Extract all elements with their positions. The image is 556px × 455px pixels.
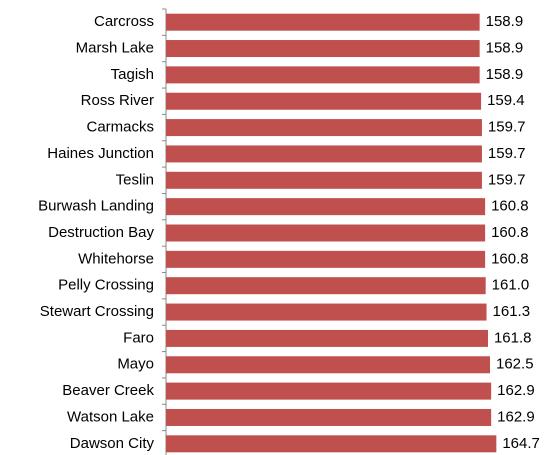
- category-label: Marsh Lake: [76, 39, 154, 56]
- category-label: Ross River: [81, 92, 154, 109]
- bar: [166, 356, 490, 374]
- category-label: Whitehorse: [78, 250, 154, 267]
- value-label: 164.7: [502, 435, 540, 452]
- bar: [166, 40, 480, 58]
- bar: [166, 303, 487, 321]
- value-label: 159.7: [488, 145, 526, 162]
- bar: [166, 171, 482, 189]
- bar: [166, 92, 482, 110]
- value-label: 162.9: [497, 408, 535, 425]
- category-label: Destruction Bay: [48, 224, 154, 241]
- bar: [166, 66, 480, 84]
- category-label: Haines Junction: [47, 145, 154, 162]
- value-label: 162.9: [497, 382, 535, 399]
- bar: [166, 435, 497, 453]
- value-label: 160.8: [491, 224, 529, 241]
- bar: [166, 13, 480, 31]
- value-label: 158.9: [486, 66, 524, 83]
- category-label: Faro: [123, 329, 154, 346]
- category-label: Pelly Crossing: [58, 277, 154, 294]
- bar: [166, 408, 492, 426]
- category-label: Beaver Creek: [62, 382, 154, 399]
- value-label: 161.8: [494, 329, 532, 346]
- bar: [166, 224, 486, 242]
- bar: [166, 198, 486, 216]
- value-label: 159.7: [488, 119, 526, 136]
- bar: [166, 277, 486, 295]
- category-label: Carmacks: [86, 119, 154, 136]
- value-label: 161.3: [493, 303, 531, 320]
- bar: [166, 382, 492, 400]
- bar: [166, 329, 488, 347]
- bar: [166, 250, 486, 268]
- value-label: 162.5: [496, 356, 534, 373]
- bar: [166, 145, 482, 163]
- category-label: Watson Lake: [67, 408, 154, 425]
- value-label: 158.9: [486, 39, 524, 56]
- value-label: 159.7: [488, 171, 526, 188]
- category-label: Carcross: [94, 13, 154, 30]
- category-label: Dawson City: [70, 435, 155, 452]
- value-label: 159.4: [487, 92, 525, 109]
- category-label: Mayo: [117, 356, 154, 373]
- category-label: Tagish: [111, 66, 154, 83]
- value-label: 160.8: [491, 250, 529, 267]
- category-label: Stewart Crossing: [40, 303, 154, 320]
- bar: [166, 119, 482, 137]
- category-label: Teslin: [116, 171, 154, 188]
- value-label: 158.9: [486, 13, 524, 30]
- value-label: 161.0: [492, 277, 530, 294]
- category-label: Burwash Landing: [38, 198, 154, 215]
- value-label: 160.8: [491, 198, 529, 215]
